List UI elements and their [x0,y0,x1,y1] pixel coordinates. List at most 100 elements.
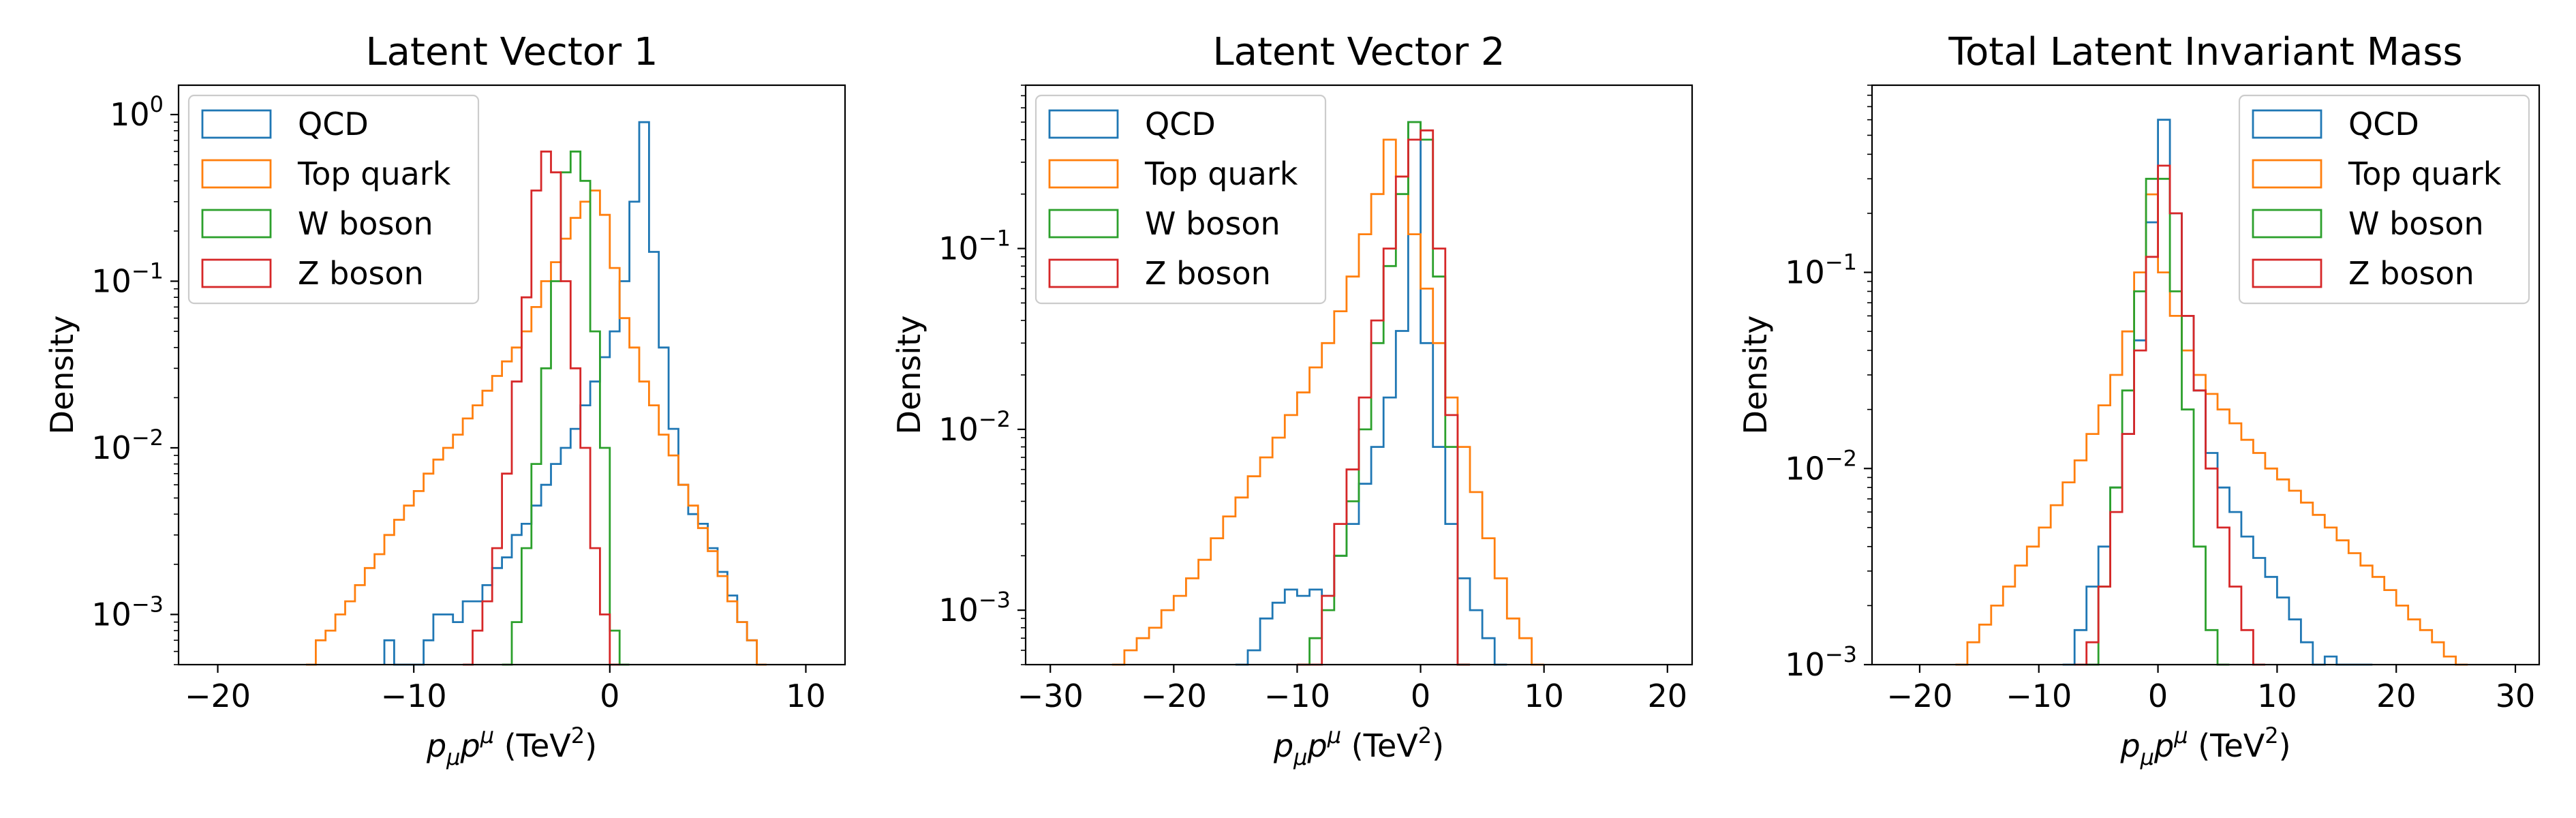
y-tick-base: 10 [938,411,979,448]
histogram-line-z-boson [1297,129,1470,666]
histogram-line-z-boson [463,150,620,666]
axes-frame [177,84,846,666]
legend-label: W boson [2348,205,2484,242]
legend-swatch [201,258,272,288]
y-axis-label: Density [891,316,927,435]
legend: QCD Top quark W boson Z boson [187,94,480,305]
histogram-line-top-quark [1111,138,1544,666]
legend-swatch [1048,258,1119,288]
x-label-sup: μ [2173,723,2188,748]
legend-frame [1034,94,1327,305]
x-tick-label: −20 [1886,678,1952,714]
y-tick-base: 10 [1785,254,1825,291]
x-label-p2: p [460,727,480,764]
y-tick-base: 10 [938,230,979,267]
y-tick-base: 10 [938,592,979,628]
x-tick-label: 20 [2376,678,2417,714]
histogram-series-group [1955,119,2468,666]
x-label-unit-close: ) [2279,727,2291,764]
x-tick-label: 0 [1411,678,1430,714]
y-tick-base: 10 [110,96,150,133]
y-tick-exponent: −3 [979,587,1011,613]
y-tick-label: 10−2 [91,425,164,466]
x-label-p2: p [2153,727,2174,764]
y-tick-exponent: −2 [132,425,164,451]
x-label-p2: p [1307,727,1328,764]
y-tick-exponent: 0 [150,91,164,117]
histogram-series-group [1111,121,1544,666]
y-tick-label: 10−3 [938,587,1011,628]
legend-label: W boson [1145,205,1281,242]
y-tick-exponent: −1 [979,226,1011,252]
y-tick-base: 10 [91,429,132,466]
x-tick-label: −10 [1264,678,1330,714]
x-label-sub: μ [2140,744,2154,770]
legend-frame [187,94,480,305]
y-tick-label: 10−2 [938,406,1011,448]
legend-label: QCD [1145,106,1216,142]
legend-swatch [2252,109,2322,139]
x-tick-label: −20 [185,678,251,714]
legend-swatch [2252,159,2322,189]
y-tick-label: 10−1 [1785,249,1857,291]
x-axis-label: pμpμ (TeV2) [2119,723,2290,770]
y-tick-exponent: −2 [979,406,1011,432]
histogram-line-z-boson [2074,164,2265,666]
chart-title: Latent Vector 1 [365,30,658,74]
x-label-p1: p [2119,727,2140,764]
legend-label: Z boson [2348,255,2474,292]
y-tick-exponent: −2 [1825,445,1857,471]
legend-label: W boson [298,205,433,242]
legend-label: Z boson [1145,255,1271,292]
x-tick-label: −20 [1141,678,1207,714]
histogram-line-top-quark [306,190,767,666]
histogram-line-top-quark [1955,193,2468,666]
legend-label: Top quark [297,155,451,192]
y-axis-label: Density [44,316,80,435]
legend-label: QCD [298,106,369,142]
legend-label: Top quark [1144,155,1298,192]
x-axis-label: pμpμ (TeV2) [426,723,597,770]
x-tick-label: −10 [2006,678,2072,714]
x-label-sub: μ [1293,744,1307,770]
x-tick-label: 20 [1648,678,1688,714]
histogram-line-w-boson [502,150,630,666]
y-tick-label: 10−2 [1785,445,1857,487]
x-tick-label: 30 [2496,678,2536,714]
x-label-sup: μ [1327,723,1341,748]
x-label-unit-open: (TeV [494,727,571,764]
legend-swatch [2252,209,2322,239]
y-tick-base: 10 [91,263,132,300]
legend-frame [2238,94,2530,305]
legend-swatch [1048,159,1119,189]
y-tick-exponent: −1 [132,258,164,284]
x-tick-label: 10 [2257,678,2297,714]
y-tick-label: 100 [110,91,164,133]
x-label-p1: p [426,727,446,764]
x-label-unit-exp: 2 [571,723,585,748]
y-tick-label: 10−1 [938,226,1011,267]
y-tick-base: 10 [91,596,132,633]
y-tick-base: 10 [1785,646,1825,683]
legend-swatch [1048,209,1119,239]
x-label-unit-exp: 2 [2265,723,2278,748]
histogram-series-group [306,121,767,666]
x-label-unit-close: ) [585,727,597,764]
legend-swatch [201,109,272,139]
x-tick-label: −30 [1017,678,1084,714]
legend-swatch [201,159,272,189]
legend-label: QCD [2348,106,2419,142]
x-label-sup: μ [480,723,494,748]
y-axis-label: Density [1737,316,1774,435]
x-label-unit-open: (TeV [2188,727,2265,764]
y-tick-exponent: −3 [1825,641,1857,667]
legend-swatch [2252,258,2322,288]
x-label-unit-exp: 2 [1418,723,1432,748]
legend-label: Z boson [298,255,424,292]
legend: QCD Top quark W boson Z boson [1034,94,1327,305]
x-label-p1: p [1273,727,1293,764]
chart-title: Total Latent Invariant Mass [1948,30,2462,74]
